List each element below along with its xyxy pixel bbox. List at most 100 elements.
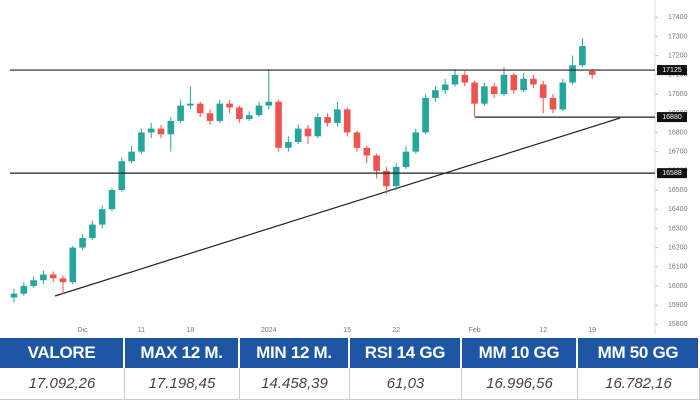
- candle-body: [216, 103, 224, 121]
- candle-body: [549, 97, 557, 110]
- candle-body: [89, 224, 96, 239]
- table-value: 14.458,39: [240, 368, 350, 400]
- candle-body: [128, 151, 135, 162]
- candle-body: [422, 97, 429, 133]
- candle-body: [500, 74, 508, 95]
- candle-body: [196, 103, 204, 114]
- candle-body: [30, 280, 37, 287]
- x-tick-label: 2024: [261, 327, 277, 334]
- candle-body: [471, 82, 478, 104]
- table-header: VALORE: [0, 338, 125, 368]
- candle-body: [108, 190, 116, 210]
- level-label: 17125: [662, 67, 682, 74]
- candle-body: [236, 107, 243, 120]
- y-tick-label: 16800: [668, 129, 688, 136]
- candle-body: [118, 161, 126, 191]
- candle-body: [187, 103, 194, 106]
- candle-body: [334, 109, 341, 123]
- table-header: RSI 14 GG: [350, 338, 462, 368]
- table-header: MM 50 GG: [578, 338, 700, 368]
- y-tick-label: 15800: [668, 321, 688, 328]
- candle-body: [226, 103, 233, 108]
- level-tag: [657, 168, 687, 179]
- candle-body: [392, 167, 400, 187]
- candle-body: [69, 247, 77, 283]
- candle-body: [98, 209, 106, 225]
- x-tick-label: 22: [392, 327, 400, 334]
- y-tick-label: 17400: [668, 14, 688, 21]
- candle-body: [265, 101, 273, 106]
- candle-body: [588, 71, 596, 75]
- candle-body: [147, 128, 155, 133]
- y-tick-label: 17000: [668, 91, 688, 98]
- candle-body: [40, 274, 47, 281]
- table-header: MIN 12 M.: [240, 338, 350, 368]
- candle-body: [451, 74, 459, 85]
- stats-table: VALORE MAX 12 M. MIN 12 M. RSI 14 GG MM 10 G…: [0, 338, 700, 400]
- candle-body: [255, 105, 263, 116]
- table-header: MAX 12 M.: [125, 338, 240, 368]
- candle-body: [49, 274, 57, 279]
- candle-body: [20, 286, 28, 294]
- candle-body: [520, 78, 527, 91]
- candle-body: [441, 84, 449, 91]
- candle-body: [402, 151, 410, 167]
- y-tick-label: 16500: [668, 187, 688, 194]
- y-tick-label: 15900: [668, 302, 688, 309]
- candle-body: [569, 65, 576, 83]
- candle-body: [343, 109, 351, 133]
- level-tag: [657, 112, 687, 123]
- y-tick-label: 16200: [668, 244, 688, 251]
- trend-line: [54, 117, 621, 297]
- level-label: 16880: [662, 114, 682, 121]
- chart: 15800 15900 16000 16100 16200 16300 16400 16500…: [10, 0, 688, 334]
- x-tick-label: 19: [588, 327, 596, 334]
- candle-body: [245, 115, 253, 120]
- y-tick-label: 17200: [668, 53, 688, 60]
- y-tick-label: 16700: [668, 148, 688, 155]
- candle-body: [363, 147, 371, 156]
- x-tick-label: Dic: [78, 327, 89, 334]
- candle-body: [138, 132, 145, 152]
- y-tick-label: 16400: [668, 206, 688, 213]
- candle-body: [324, 117, 331, 123]
- level-label: 16588: [662, 170, 682, 177]
- candle-body: [314, 117, 322, 137]
- candle-body: [157, 128, 165, 135]
- candle-body: [206, 113, 214, 121]
- x-tick-label: 15: [343, 327, 351, 334]
- candle-body: [579, 46, 586, 66]
- y-tick-label: 17300: [668, 33, 688, 40]
- level-tag: [657, 65, 687, 76]
- candle-body: [432, 90, 439, 98]
- x-tick-label: 11: [138, 327, 145, 334]
- candle-body: [461, 74, 469, 83]
- table-value: 16.782,16: [578, 368, 700, 400]
- table-value: 61,03: [350, 368, 462, 400]
- candle-body: [412, 132, 420, 152]
- candle-body: [79, 238, 86, 248]
- y-tick-label: 16000: [668, 283, 688, 290]
- candle-body: [285, 142, 292, 148]
- candle-body: [59, 278, 67, 283]
- candle-body: [275, 101, 282, 148]
- candle-body: [559, 82, 567, 110]
- x-tick-label: 12: [539, 327, 547, 334]
- x-tick-label: Feb: [469, 327, 481, 334]
- candle-body: [530, 78, 537, 85]
- candle-body: [539, 84, 547, 98]
- y-tick-label: 16100: [668, 264, 688, 271]
- y-tick-label: 17100: [668, 72, 688, 79]
- candle-body: [304, 128, 312, 137]
- table-value: 17.092,26: [0, 368, 125, 400]
- candle-body: [167, 120, 175, 135]
- candle-body: [294, 128, 302, 143]
- table-value: 17.198,45: [125, 368, 240, 400]
- candle-body: [373, 155, 380, 171]
- table-value: 16.996,56: [462, 368, 578, 400]
- y-tick-label: 16300: [668, 225, 688, 232]
- x-tick-label: 18: [187, 327, 195, 334]
- candle-body: [10, 293, 18, 298]
- candle-body: [510, 74, 518, 91]
